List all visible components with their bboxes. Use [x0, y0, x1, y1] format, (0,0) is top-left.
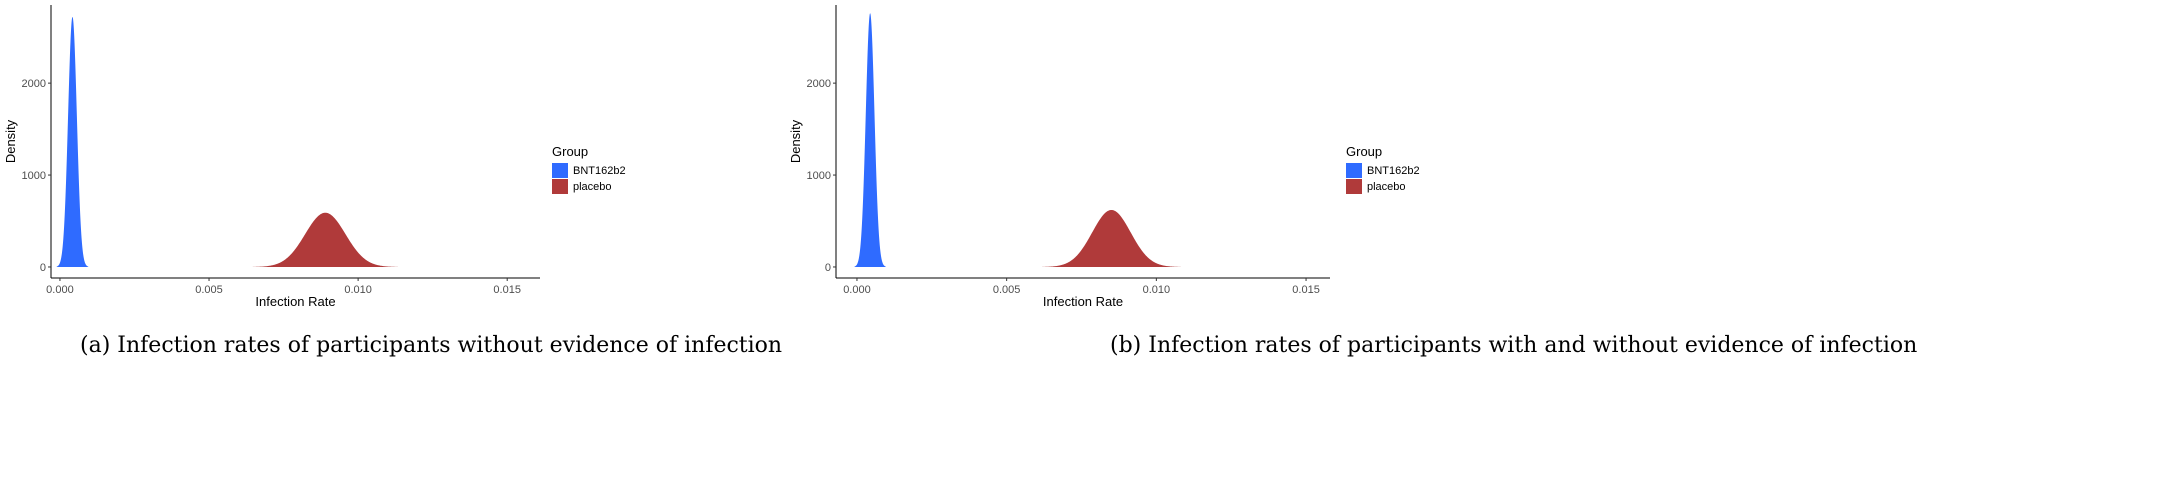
y-tick-label: 2000 — [22, 78, 46, 90]
density-area-bnt162b2 — [854, 13, 886, 267]
x-axis-title: Infection Rate — [1043, 294, 1123, 309]
legend-swatch-placebo — [552, 179, 568, 194]
x-tick-label: 0.005 — [993, 284, 1021, 296]
chart-panel-a: 0 1000 2000 0.000 0.005 0.010 0.015 Infection R… — [3, 5, 626, 309]
legend-label-placebo: placebo — [573, 181, 612, 193]
y-axis-title: Density — [788, 119, 803, 163]
y-tick-label: 0 — [40, 262, 46, 274]
legend: Group BNT162b2 placebo — [1346, 144, 1420, 194]
legend-label-placebo: placebo — [1367, 181, 1406, 193]
legend-label-bnt162b2: BNT162b2 — [573, 165, 626, 177]
x-tick-label: 0.000 — [843, 284, 871, 296]
x-axis-title: Infection Rate — [255, 294, 335, 309]
density-area-bnt162b2 — [56, 16, 89, 267]
x-tick-label: 0.010 — [344, 284, 372, 296]
legend-title: Group — [1346, 144, 1382, 159]
caption-b: (b) Infection rates of participants with… — [1110, 333, 1918, 358]
caption-a: (a) Infection rates of participants with… — [80, 333, 783, 358]
x-tick-label: 0.000 — [46, 284, 74, 296]
legend-label-bnt162b2: BNT162b2 — [1367, 165, 1420, 177]
y-tick-label: 2000 — [807, 78, 831, 90]
x-tick-label: 0.010 — [1143, 284, 1171, 296]
legend-swatch-bnt162b2 — [552, 163, 568, 178]
x-tick-label: 0.005 — [195, 284, 223, 296]
y-axis-title: Density — [3, 119, 18, 163]
density-area-placebo — [252, 212, 398, 267]
density-area-placebo — [1042, 209, 1181, 267]
legend-swatch-bnt162b2 — [1346, 163, 1362, 178]
chart-panel-b: 0 1000 2000 0.000 0.005 0.010 0.015 Infection R… — [788, 5, 1420, 309]
y-tick-label: 0 — [825, 262, 831, 274]
legend-swatch-placebo — [1346, 179, 1362, 194]
y-tick-label: 1000 — [22, 170, 46, 182]
legend: Group BNT162b2 placebo — [552, 144, 626, 194]
x-tick-label: 0.015 — [493, 284, 521, 296]
y-tick-label: 1000 — [807, 170, 831, 182]
legend-title: Group — [552, 144, 588, 159]
x-tick-label: 0.015 — [1292, 284, 1320, 296]
